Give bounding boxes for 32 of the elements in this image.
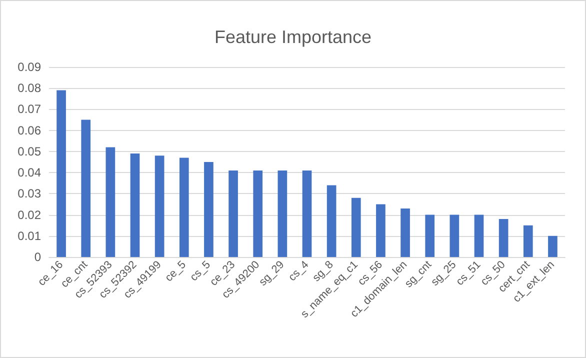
y-tick-label: 0 [34,250,42,264]
bar [106,147,116,257]
bar [523,225,533,257]
bar [81,120,91,257]
y-tick-label: 0.07 [18,102,42,116]
bar [474,214,484,257]
bar [228,170,238,257]
bar [548,236,558,257]
bar [450,214,460,257]
bar [130,154,140,257]
y-tick-label: 0.01 [18,228,42,243]
bar [400,208,410,257]
bar [302,170,312,257]
y-tick-label: 0.02 [18,208,42,222]
y-tick-label: 0.05 [18,144,42,158]
bar [376,204,386,257]
bar [351,198,361,257]
bar [326,185,336,257]
bar [498,219,508,257]
bar [278,170,288,257]
y-tick-label: 0.06 [18,123,42,138]
bar [253,170,263,257]
chart-title: Feature Importance [214,27,372,47]
bar [204,162,214,257]
bar [425,214,435,257]
y-tick-label: 0.04 [18,166,42,180]
y-tick-label: 0.08 [18,81,42,96]
bar [179,158,189,257]
y-tick-label: 0.03 [18,186,42,201]
bar [154,156,164,257]
bar [56,90,66,257]
y-tick-label: 0.09 [18,60,42,74]
